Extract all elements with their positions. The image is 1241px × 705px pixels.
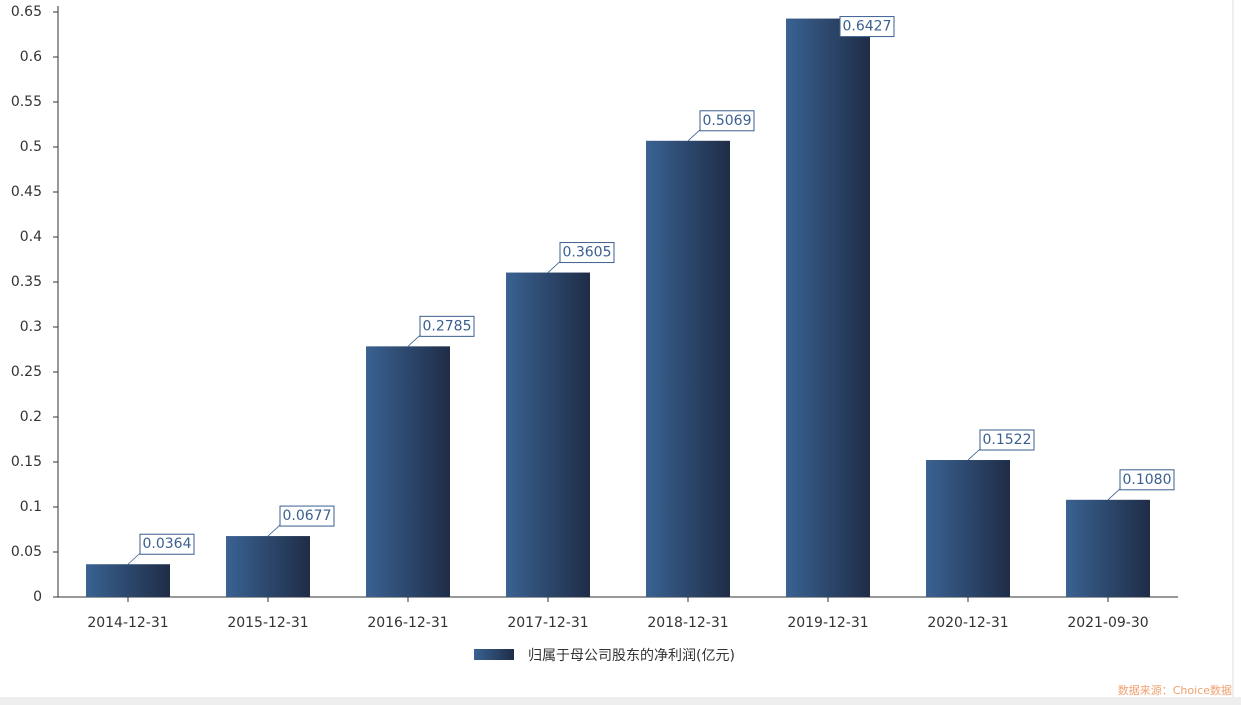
leader-line [1107,488,1121,501]
value-label-box [1119,469,1175,491]
value-label-box [559,242,615,264]
value-label-box [139,533,195,555]
value-label-box [699,110,755,132]
bar [646,140,730,598]
y-tick-label: 0.4 [20,229,42,245]
value-label: 0.6427 [843,19,892,35]
bar [226,536,310,597]
x-tick-label: 2014-12-31 [87,615,168,631]
x-tick-label: 2018-12-31 [647,615,728,631]
legend-label: 归属于母公司股东的净利润(亿元) [528,647,735,664]
y-tick-label: 0.2 [20,409,42,425]
bar [1066,499,1150,597]
value-label-box [979,429,1035,451]
y-tick-label: 0.05 [11,544,42,560]
y-tick-label: 0.65 [11,4,42,20]
value-label: 0.5069 [703,113,752,129]
leader-line [967,448,981,461]
y-tick-label: 0.15 [11,454,42,470]
x-tick-label: 2019-12-31 [787,615,868,631]
source: 数据来源：Choice数据 [1118,683,1232,697]
value-label-box [279,505,335,527]
bar [506,272,590,597]
value-label-box [839,16,895,38]
y-tick-label: 0.25 [11,364,42,380]
leader-line [127,552,141,565]
y-tick-label: 0.6 [20,49,42,65]
x-tick-label: 2015-12-31 [227,615,308,631]
y-tick-label: 0.55 [11,94,42,110]
legend-swatch [474,649,514,660]
value-label: 0.3605 [563,245,612,261]
leader-line [267,524,281,537]
y-tick-label: 0.35 [11,274,42,290]
bar [366,346,450,597]
y-tick-label: 0.1 [20,499,42,515]
value-label: 0.1080 [1123,472,1172,488]
y-tick-label: 0 [33,589,42,605]
leader-line [407,335,421,347]
value-label: 0.0677 [283,508,332,524]
bar [86,564,170,597]
y-tick-label: 0.5 [20,139,42,155]
leader-line [547,261,561,273]
value-label: 0.1522 [983,432,1032,448]
x-tick-label: 2017-12-31 [507,615,588,631]
bar [786,18,870,597]
y-tick-label: 0.3 [20,319,42,335]
bar [926,460,1010,597]
x-tick-label: 2020-12-31 [927,615,1008,631]
y-tick-label: 0.45 [11,184,42,200]
value-label: 0.2785 [423,318,472,334]
leader-line [687,129,701,142]
x-tick-label: 2016-12-31 [367,615,448,631]
x-tick-label: 2021-09-30 [1067,615,1148,631]
value-label: 0.0364 [143,536,192,552]
value-label-box [419,315,475,337]
bottom-strip [0,697,1241,705]
